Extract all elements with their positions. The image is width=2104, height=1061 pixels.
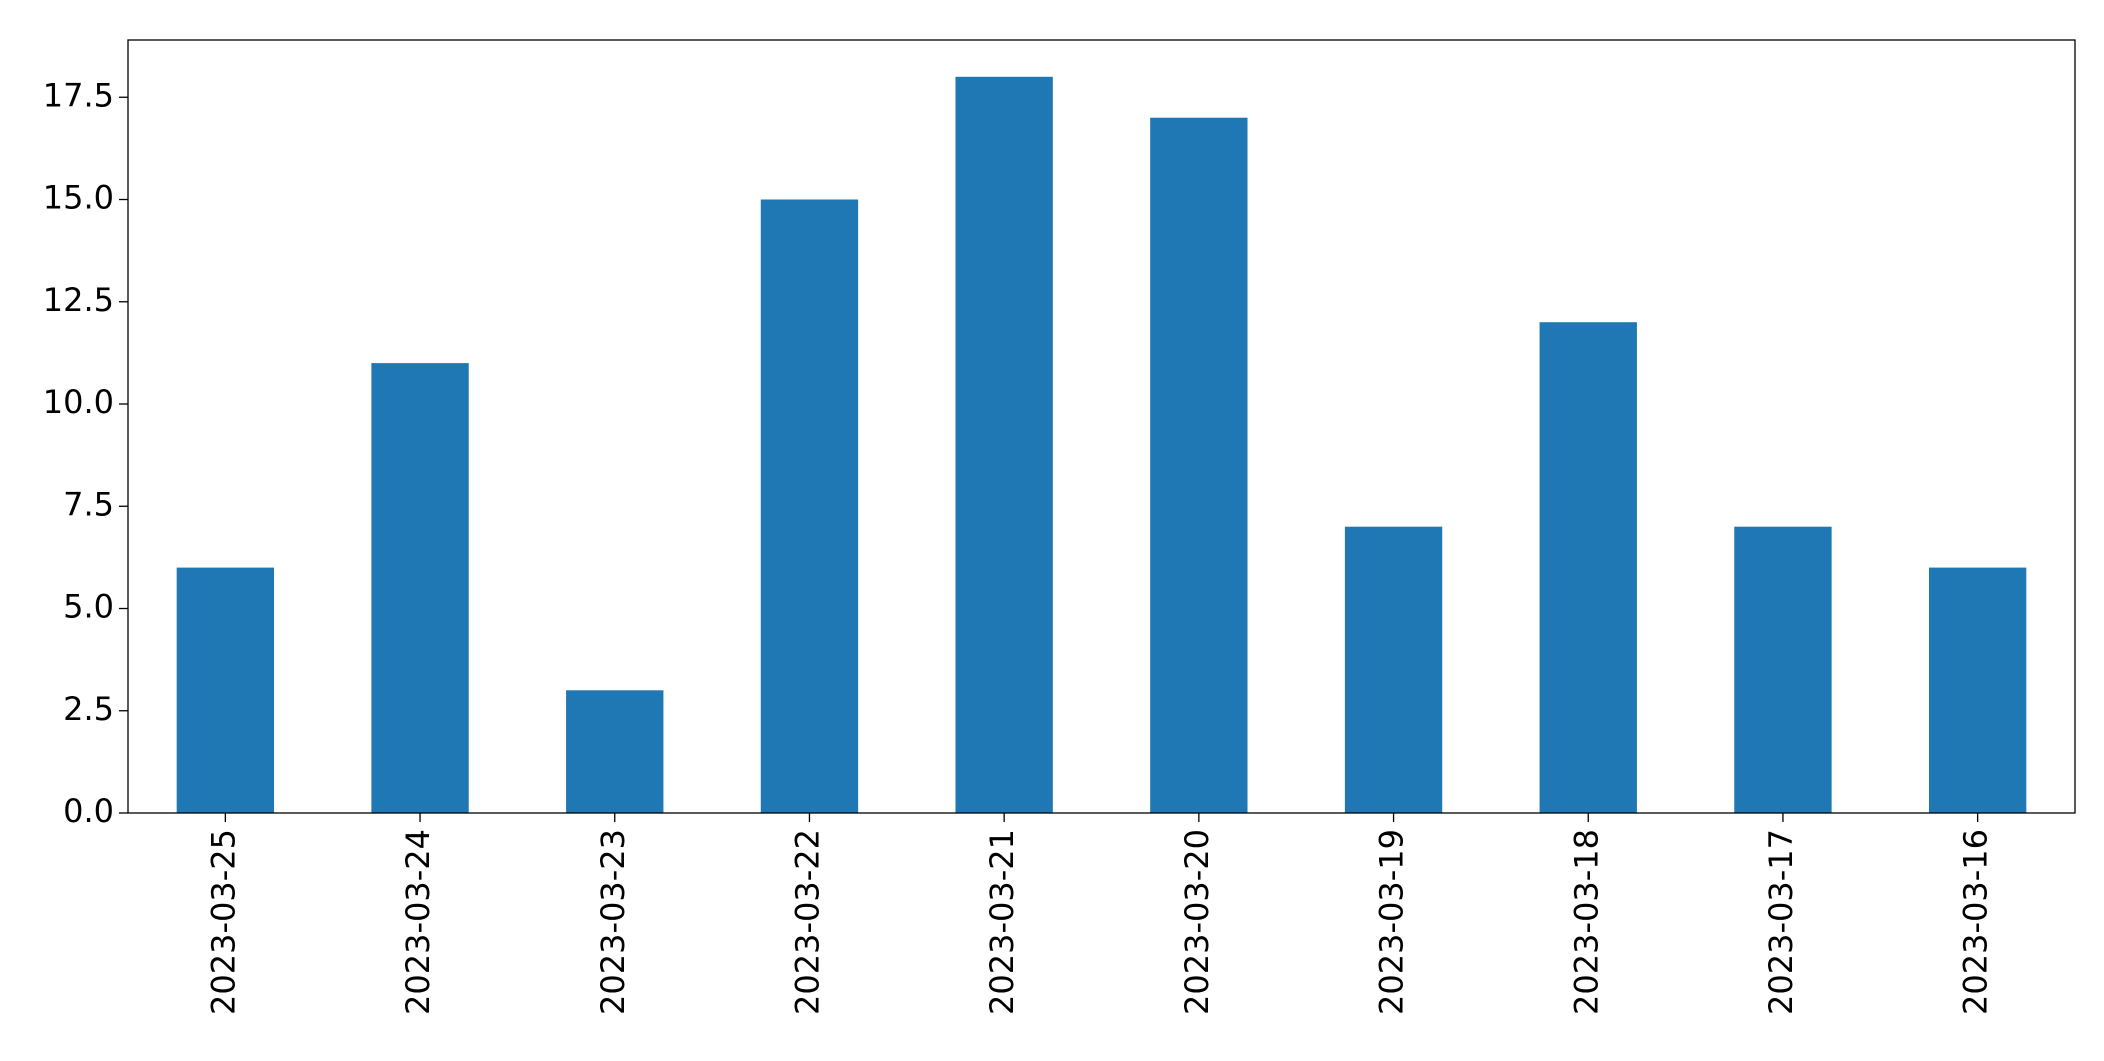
bar bbox=[1150, 117, 1248, 814]
bar bbox=[760, 199, 859, 813]
bar bbox=[1344, 526, 1443, 813]
y-tick-label: 2.5 bbox=[63, 690, 114, 728]
bar bbox=[955, 76, 1053, 814]
y-tick-label: 12.5 bbox=[43, 281, 114, 319]
y-tick-label: 15.0 bbox=[43, 179, 114, 217]
x-tick-label: 2023-03-17 bbox=[1762, 829, 1800, 1015]
x-tick-label: 2023-03-23 bbox=[594, 829, 632, 1015]
x-tick-label: 2023-03-18 bbox=[1567, 829, 1605, 1015]
y-tick-label: 0.0 bbox=[63, 792, 114, 830]
y-tick-label: 17.5 bbox=[43, 76, 114, 114]
bar bbox=[176, 567, 275, 813]
y-tick-label: 7.5 bbox=[63, 485, 114, 523]
x-tick-label: 2023-03-21 bbox=[983, 829, 1021, 1015]
x-tick-label: 2023-03-16 bbox=[1957, 829, 1995, 1015]
plot-frame bbox=[127, 39, 2076, 814]
x-tick-label: 2023-03-19 bbox=[1373, 829, 1411, 1015]
x-tick-label: 2023-03-25 bbox=[204, 829, 242, 1015]
y-tick-label: 5.0 bbox=[63, 588, 114, 626]
bar bbox=[566, 690, 664, 813]
bar bbox=[1928, 567, 2027, 813]
x-tick-label: 2023-03-20 bbox=[1178, 829, 1216, 1015]
bar bbox=[1734, 526, 1832, 813]
bar bbox=[1539, 322, 1637, 813]
x-tick-label: 2023-03-24 bbox=[399, 829, 437, 1015]
y-tick-label: 10.0 bbox=[43, 383, 114, 421]
bar bbox=[371, 363, 469, 813]
x-tick-label: 2023-03-22 bbox=[788, 829, 826, 1015]
